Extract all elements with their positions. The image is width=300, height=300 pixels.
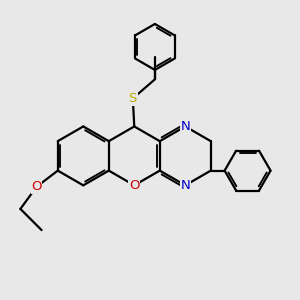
Text: S: S: [129, 92, 137, 105]
Text: O: O: [129, 179, 140, 192]
Text: N: N: [180, 120, 190, 133]
Text: O: O: [31, 180, 42, 193]
Text: N: N: [180, 179, 190, 192]
